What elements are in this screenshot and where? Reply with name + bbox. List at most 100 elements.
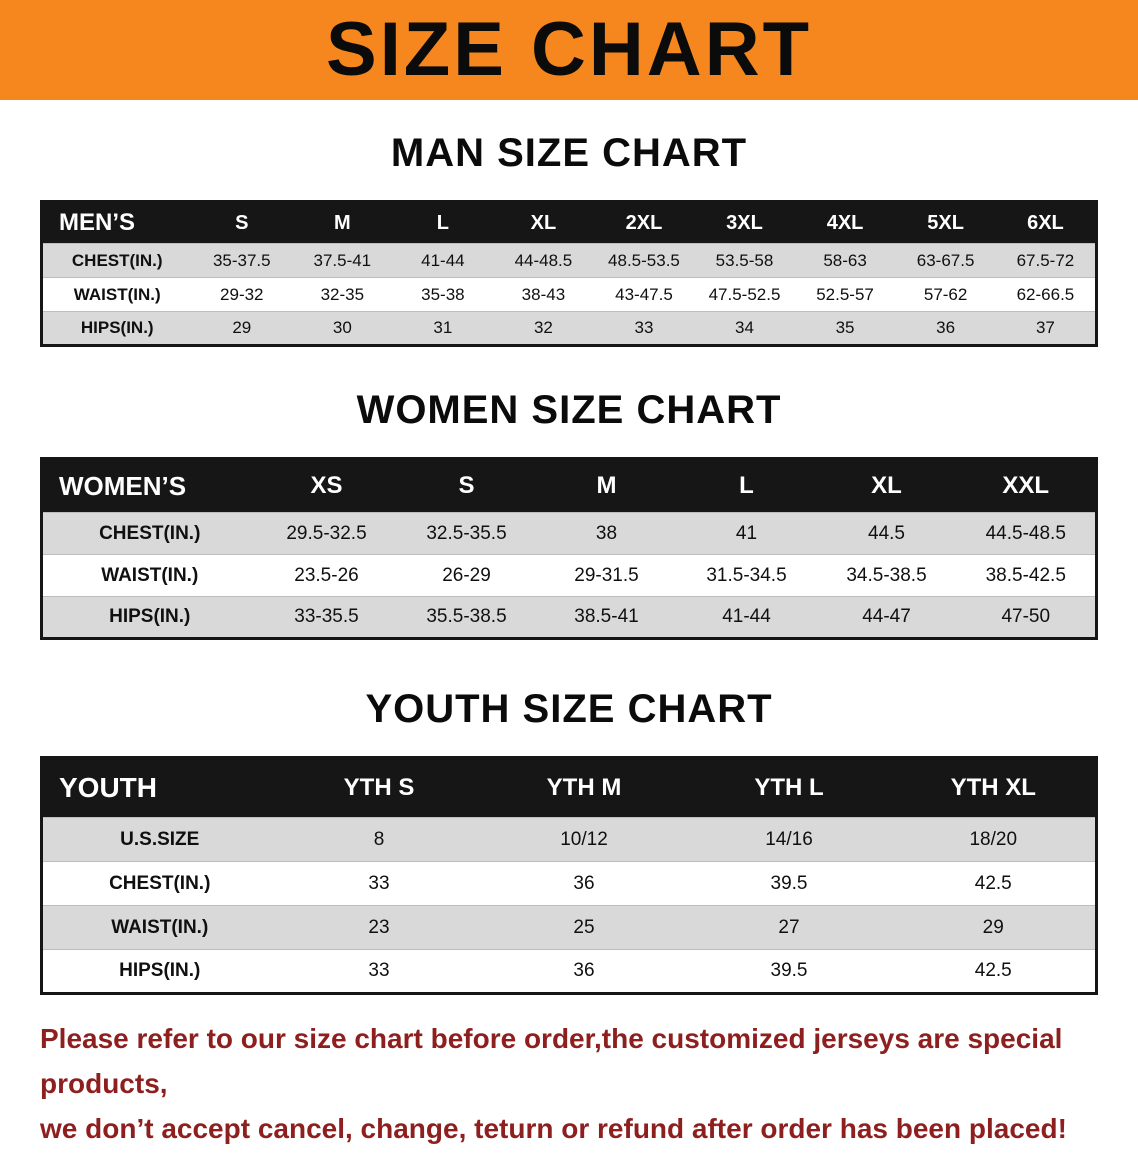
measurement-row-label: CHEST(IN.) xyxy=(41,243,192,278)
measurement-row-label: WAIST(IN.) xyxy=(41,905,277,950)
size-value-cell: 42.5 xyxy=(891,949,1097,994)
table-row: HIPS(IN.) 33-35.5 35.5-38.5 38.5-41 41-44 44-… xyxy=(41,596,1097,639)
size-value-cell: 47.5-52.5 xyxy=(694,277,795,312)
size-value-cell: 14/16 xyxy=(686,817,892,862)
size-value-cell: 27 xyxy=(686,905,892,950)
size-value-cell: 33-35.5 xyxy=(256,596,397,639)
size-value-cell: 42.5 xyxy=(891,861,1097,906)
size-column-header: YTH M xyxy=(481,757,687,818)
size-value-cell: 35-38 xyxy=(392,277,494,312)
size-value-cell: 44.5 xyxy=(816,512,957,555)
size-value-cell: 35.5-38.5 xyxy=(396,596,537,639)
footer-line-1: Please refer to our size chart before or… xyxy=(40,1023,1063,1099)
size-column-header: XL xyxy=(816,458,957,513)
size-column-header: YTH L xyxy=(686,757,892,818)
size-value-cell: 57-62 xyxy=(895,277,996,312)
size-value-cell: 62-66.5 xyxy=(995,277,1097,312)
size-column-header: 4XL xyxy=(794,201,896,244)
table-row: WAIST(IN.) 29-32 32-35 35-38 38-43 43-47.5 47.… xyxy=(41,277,1097,312)
women-section-heading: WOMEN SIZE CHART xyxy=(356,388,782,432)
table-header-row: WOMEN’S XS S M L XL XXL xyxy=(41,458,1097,513)
size-value-cell: 34.5-38.5 xyxy=(816,554,957,597)
measurement-row-label: HIPS(IN.) xyxy=(41,949,277,994)
size-value-cell: 36 xyxy=(481,949,687,994)
size-value-cell: 33 xyxy=(593,311,695,346)
size-value-cell: 38.5-41 xyxy=(536,596,677,639)
men-size-table: MEN’S S M L XL 2XL 3XL 4XL 5XL 6XL CHEST(IN.) 35-37… xyxy=(40,200,1098,347)
size-value-cell: 44-47 xyxy=(816,596,957,639)
size-value-cell: 38-43 xyxy=(493,277,594,312)
size-value-cell: 52.5-57 xyxy=(794,277,896,312)
women-size-table: WOMEN’S XS S M L XL XXL CHEST(IN.) 29.5-32.5 32.5… xyxy=(40,457,1098,640)
table-corner-label: MEN’S xyxy=(41,201,192,244)
size-column-header: L xyxy=(676,458,817,513)
size-value-cell: 25 xyxy=(481,905,687,950)
size-value-cell: 35 xyxy=(794,311,896,346)
size-value-cell: 32-35 xyxy=(292,277,393,312)
size-value-cell: 33 xyxy=(276,949,482,994)
table-row: CHEST(IN.) 33 36 39.5 42.5 xyxy=(41,861,1097,906)
size-value-cell: 23.5-26 xyxy=(256,554,397,597)
table-corner-label: WOMEN’S xyxy=(41,458,257,513)
table-row: CHEST(IN.) 35-37.5 37.5-41 41-44 44-48.5 48.5… xyxy=(41,243,1097,278)
size-value-cell: 41 xyxy=(676,512,817,555)
size-value-cell: 10/12 xyxy=(481,817,687,862)
men-section-heading: MAN SIZE CHART xyxy=(390,131,748,175)
size-column-header: M xyxy=(292,201,393,244)
size-value-cell: 32 xyxy=(493,311,594,346)
women-size-section: WOMEN SIZE CHART WOMEN’S XS S M L XL XXL CHEST(… xyxy=(0,387,1138,640)
size-chart-banner: SIZE CHART xyxy=(0,0,1138,100)
size-value-cell: 29-32 xyxy=(191,277,293,312)
size-value-cell: 67.5-72 xyxy=(995,243,1097,278)
size-value-cell: 38 xyxy=(536,512,677,555)
size-value-cell: 39.5 xyxy=(686,949,892,994)
size-value-cell: 29-31.5 xyxy=(536,554,677,597)
size-value-cell: 47-50 xyxy=(956,596,1097,639)
table-header-row: YOUTH YTH S YTH M YTH L YTH XL xyxy=(41,757,1097,818)
measurement-row-label: HIPS(IN.) xyxy=(41,596,257,639)
size-value-cell: 37 xyxy=(995,311,1097,346)
size-value-cell: 37.5-41 xyxy=(292,243,393,278)
size-value-cell: 36 xyxy=(895,311,996,346)
measurement-row-label: WAIST(IN.) xyxy=(41,277,192,312)
size-value-cell: 23 xyxy=(276,905,482,950)
youth-size-table: YOUTH YTH S YTH M YTH L YTH XL U.S.SIZE 8 10/12… xyxy=(40,756,1098,995)
banner-title: SIZE CHART xyxy=(326,7,812,92)
size-value-cell: 36 xyxy=(481,861,687,906)
measurement-row-label: HIPS(IN.) xyxy=(41,311,192,346)
size-column-header: 2XL xyxy=(593,201,695,244)
measurement-row-label: CHEST(IN.) xyxy=(41,512,257,555)
footer-note: Please refer to our size chart before or… xyxy=(40,1017,1138,1151)
size-column-header: YTH S xyxy=(276,757,482,818)
men-size-section: MAN SIZE CHART MEN’S S M L XL 2XL 3XL 4XL 5XL 6XL… xyxy=(0,130,1138,347)
table-row: U.S.SIZE 8 10/12 14/16 18/20 xyxy=(41,817,1097,862)
measurement-row-label: WAIST(IN.) xyxy=(41,554,257,597)
table-row: WAIST(IN.) 23 25 27 29 xyxy=(41,905,1097,950)
size-value-cell: 29 xyxy=(891,905,1097,950)
table-row: HIPS(IN.) 29 30 31 32 33 34 35 36 37 xyxy=(41,311,1097,346)
size-value-cell: 58-63 xyxy=(794,243,896,278)
measurement-row-label: U.S.SIZE xyxy=(41,817,277,862)
size-column-header: XXL xyxy=(956,458,1097,513)
size-column-header: 5XL xyxy=(895,201,996,244)
size-value-cell: 31 xyxy=(392,311,494,346)
size-column-header: YTH XL xyxy=(891,757,1097,818)
size-column-header: 6XL xyxy=(995,201,1097,244)
youth-section-heading: YOUTH SIZE CHART xyxy=(365,687,773,731)
table-corner-label: YOUTH xyxy=(41,757,277,818)
table-row: WAIST(IN.) 23.5-26 26-29 29-31.5 31.5-34.5 34… xyxy=(41,554,1097,597)
size-value-cell: 38.5-42.5 xyxy=(956,554,1097,597)
size-column-header: L xyxy=(392,201,494,244)
size-value-cell: 63-67.5 xyxy=(895,243,996,278)
size-value-cell: 26-29 xyxy=(396,554,537,597)
size-column-header: M xyxy=(536,458,677,513)
size-column-header: XL xyxy=(493,201,594,244)
size-value-cell: 44-48.5 xyxy=(493,243,594,278)
size-value-cell: 39.5 xyxy=(686,861,892,906)
size-value-cell: 29 xyxy=(191,311,293,346)
size-value-cell: 8 xyxy=(276,817,482,862)
size-value-cell: 18/20 xyxy=(891,817,1097,862)
size-value-cell: 44.5-48.5 xyxy=(956,512,1097,555)
size-value-cell: 43-47.5 xyxy=(593,277,695,312)
size-column-header: S xyxy=(396,458,537,513)
